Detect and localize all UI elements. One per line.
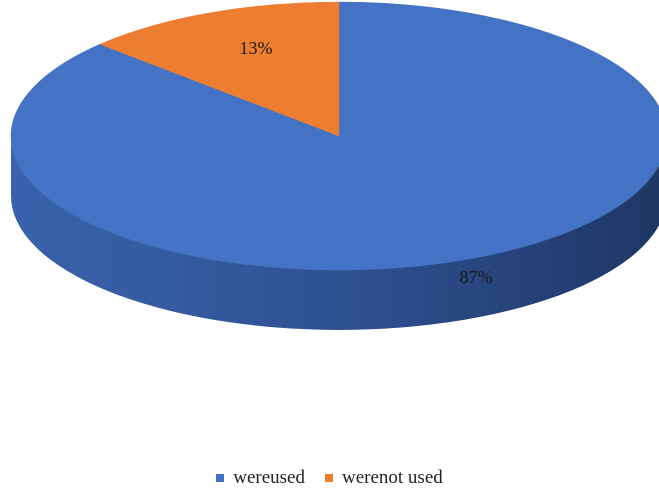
pie-label-layer: 87% 13% (240, 38, 493, 287)
legend-item-wereused: wereused (216, 467, 305, 489)
pie-slice-wereused (10, 1, 659, 271)
data-label-werenot-used: 13% (240, 38, 273, 58)
pie-slice-werenot-used (99, 1, 340, 137)
pie-top-layer (10, 1, 659, 271)
legend-item-werenot-used: werenot used (324, 467, 443, 489)
legend-label-wereused: wereused (233, 467, 305, 488)
legend-swatch-wereused (216, 474, 225, 482)
pie-side-layer (11, 136, 659, 330)
legend: wereused werenot used (0, 466, 659, 490)
data-label-wereused: 87% (460, 267, 493, 287)
legend-label-werenot-used: werenot used (341, 467, 443, 488)
pie-side-wereused (11, 136, 659, 330)
legend-swatch-werenot-used (324, 474, 333, 482)
